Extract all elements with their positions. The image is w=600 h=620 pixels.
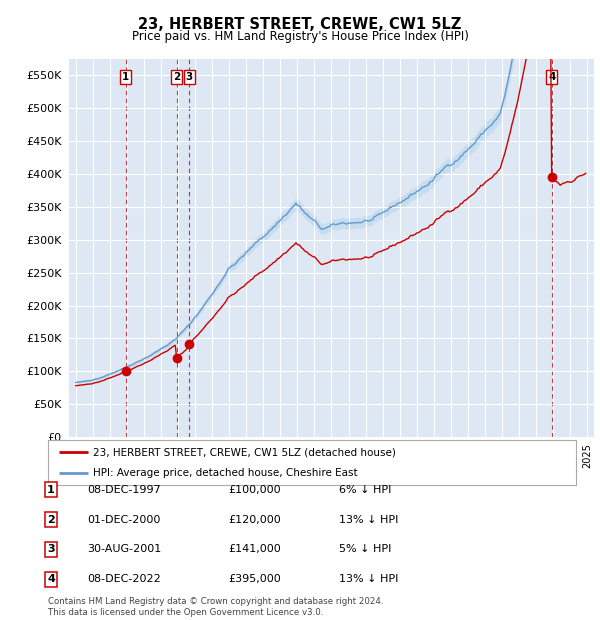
Text: 5% ↓ HPI: 5% ↓ HPI	[339, 544, 391, 554]
Text: 2: 2	[47, 515, 55, 525]
Text: 01-DEC-2000: 01-DEC-2000	[87, 515, 160, 525]
Text: 13% ↓ HPI: 13% ↓ HPI	[339, 574, 398, 584]
Text: £141,000: £141,000	[228, 544, 281, 554]
Text: 3: 3	[186, 72, 193, 82]
Text: 13% ↓ HPI: 13% ↓ HPI	[339, 515, 398, 525]
Text: HPI: Average price, detached house, Cheshire East: HPI: Average price, detached house, Ches…	[93, 467, 358, 478]
Text: 23, HERBERT STREET, CREWE, CW1 5LZ (detached house): 23, HERBERT STREET, CREWE, CW1 5LZ (deta…	[93, 447, 396, 458]
Text: 23, HERBERT STREET, CREWE, CW1 5LZ: 23, HERBERT STREET, CREWE, CW1 5LZ	[139, 17, 461, 32]
Text: £395,000: £395,000	[228, 574, 281, 584]
Text: 30-AUG-2001: 30-AUG-2001	[87, 544, 161, 554]
Text: 08-DEC-2022: 08-DEC-2022	[87, 574, 161, 584]
Text: 6% ↓ HPI: 6% ↓ HPI	[339, 485, 391, 495]
Text: £100,000: £100,000	[228, 485, 281, 495]
Text: 08-DEC-1997: 08-DEC-1997	[87, 485, 161, 495]
Text: 4: 4	[548, 72, 556, 82]
Text: Contains HM Land Registry data © Crown copyright and database right 2024.
This d: Contains HM Land Registry data © Crown c…	[48, 598, 383, 617]
Text: 1: 1	[122, 72, 129, 82]
Text: Price paid vs. HM Land Registry's House Price Index (HPI): Price paid vs. HM Land Registry's House …	[131, 30, 469, 43]
Text: 3: 3	[47, 544, 55, 554]
Text: 2: 2	[173, 72, 181, 82]
Text: 1: 1	[47, 485, 55, 495]
Text: 4: 4	[47, 574, 55, 584]
Text: £120,000: £120,000	[228, 515, 281, 525]
